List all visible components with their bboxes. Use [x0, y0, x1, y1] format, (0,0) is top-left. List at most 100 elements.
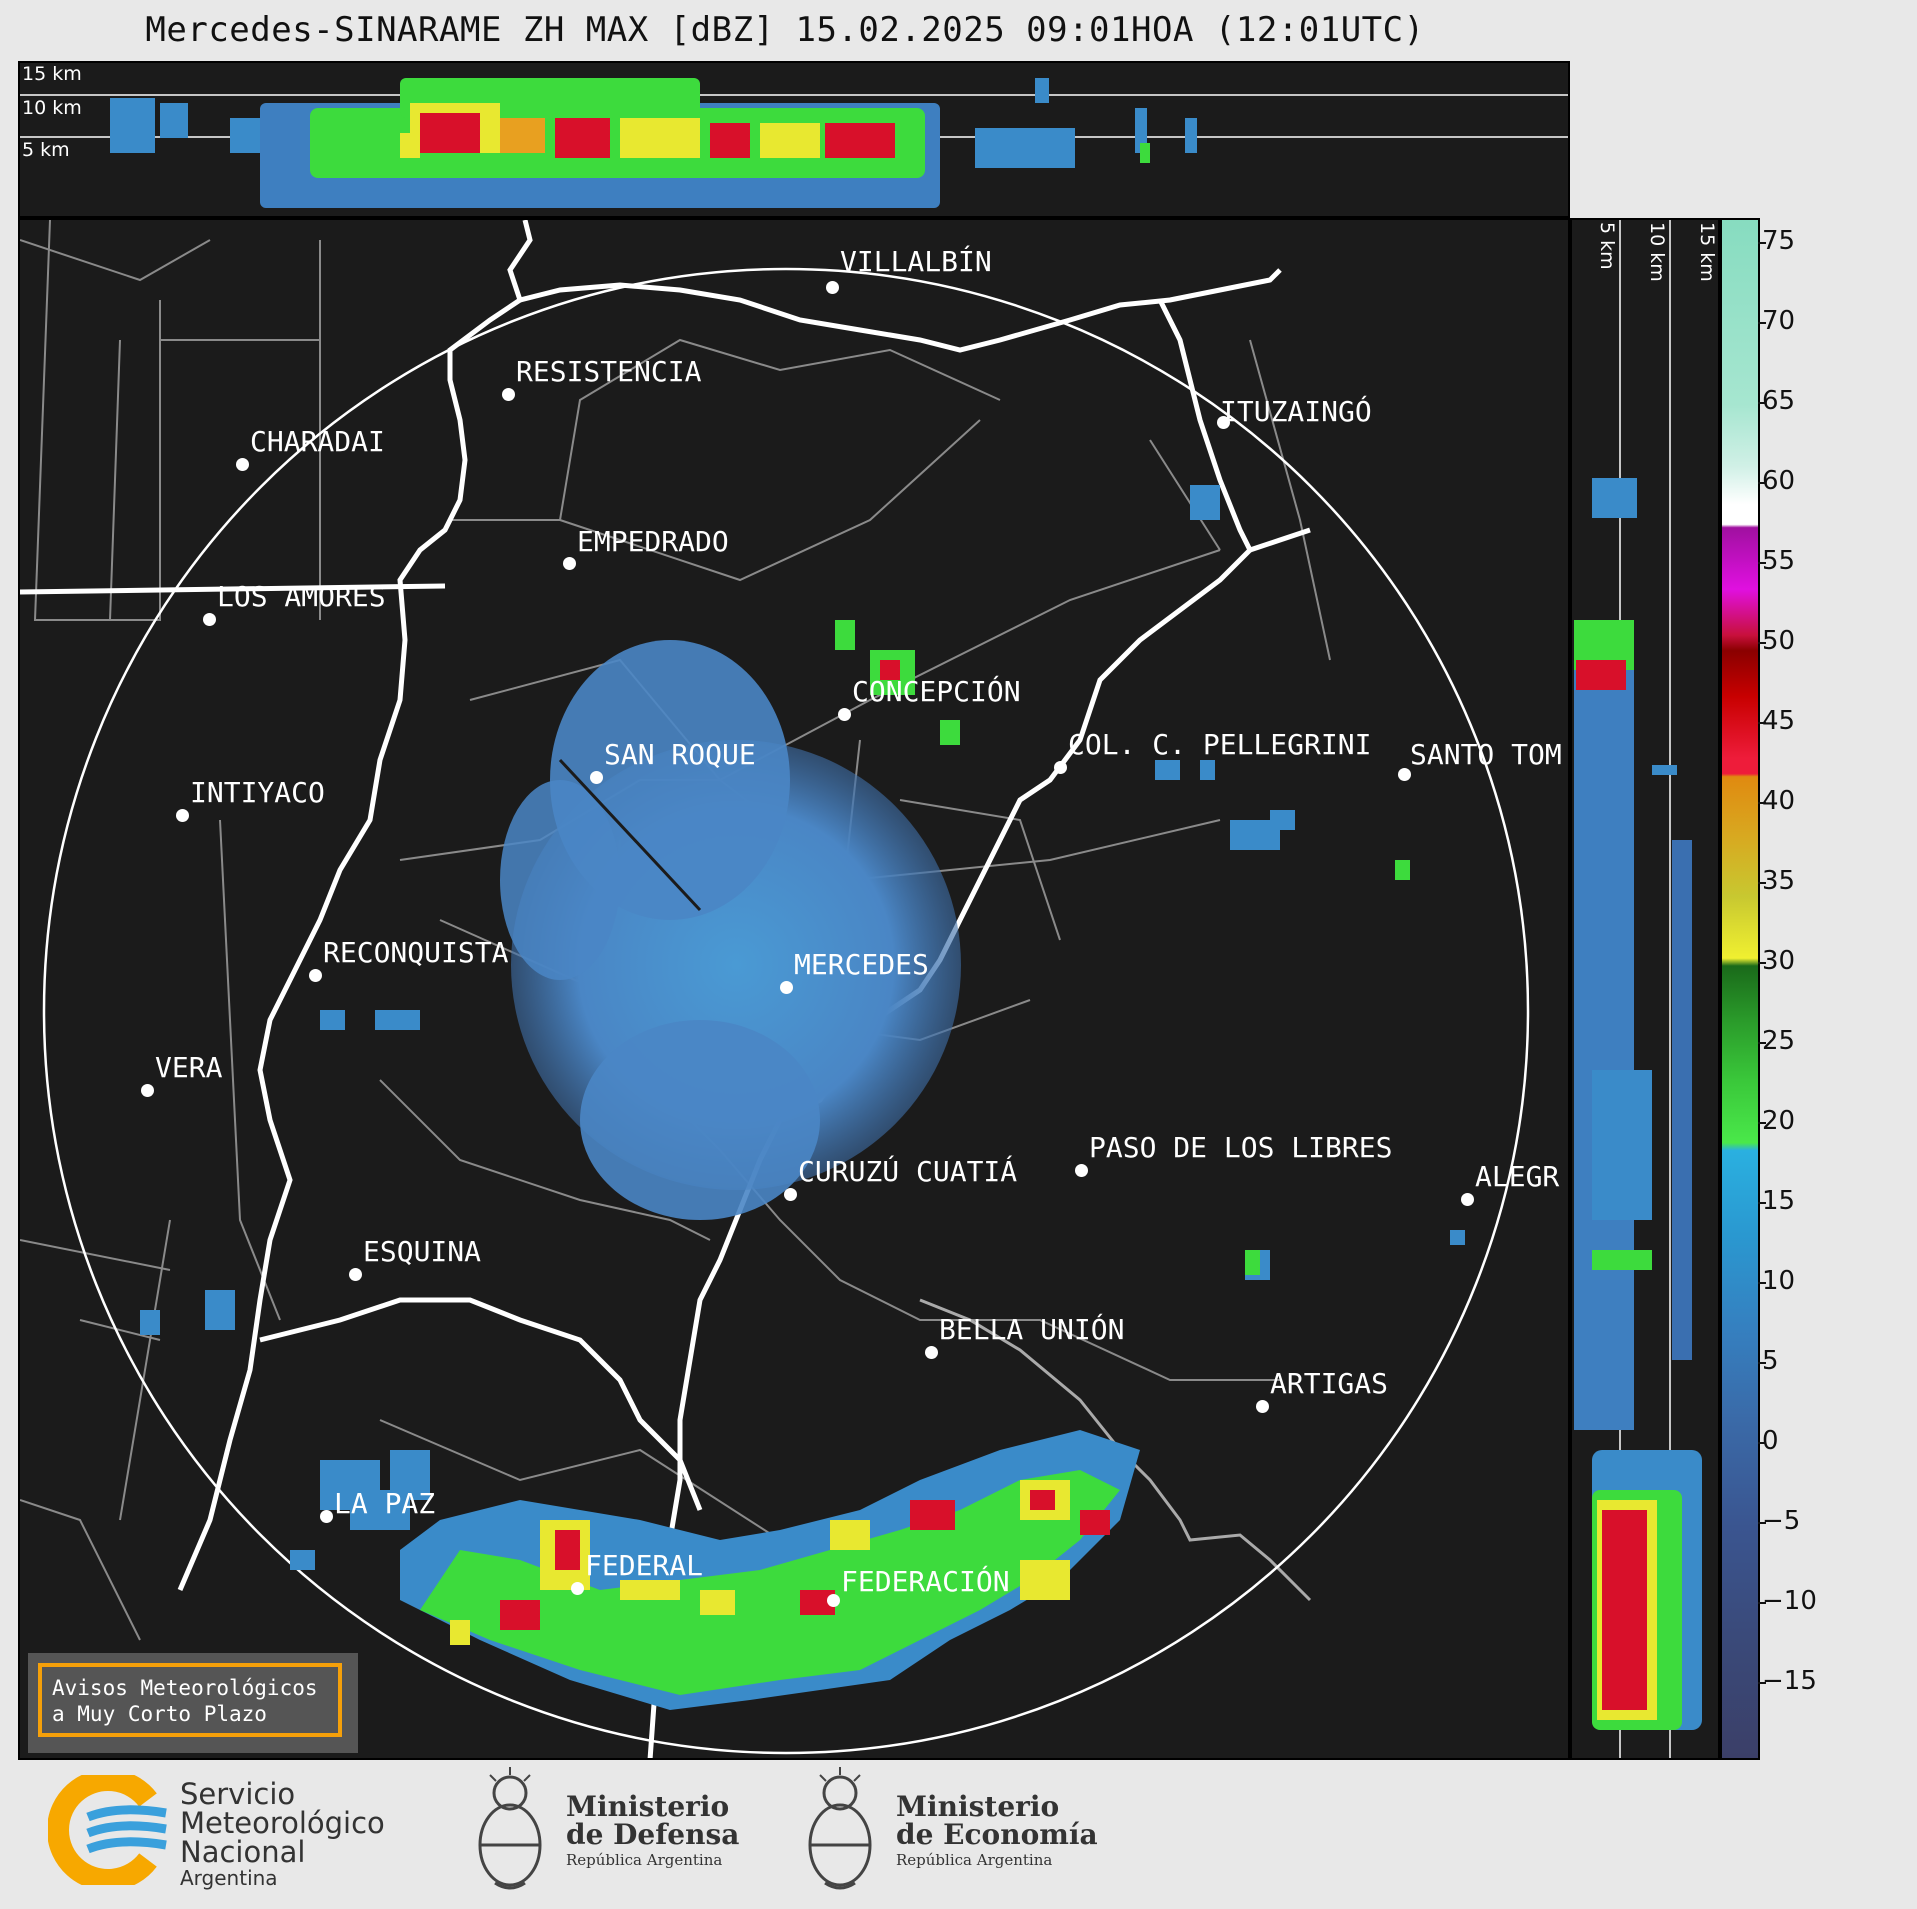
city-label-la-paz: LA PAZ: [334, 1487, 436, 1520]
city-marker-federacion: [827, 1594, 840, 1607]
city-marker-reconquista: [309, 969, 322, 982]
province-border-line: [20, 583, 446, 595]
coat-of-arms-icon: [478, 1767, 542, 1890]
defensa-line-1: Ministerio: [566, 1790, 730, 1823]
colorbar-tick: 20: [1757, 1106, 1796, 1136]
economia-line-2: de Economía: [896, 1818, 1098, 1851]
top-altitude-label-10km: 10 km: [22, 97, 82, 119]
colorbar-tick: 10: [1757, 1266, 1796, 1296]
warning-line-1: Avisos Meteorológicos: [52, 1676, 318, 1700]
dbz-colorbar: [1720, 218, 1760, 1760]
economia-country: República Argentina: [896, 1851, 1053, 1869]
international-border-gray: [919, 1298, 1312, 1602]
city-label-reconquista: RECONQUISTA: [323, 936, 509, 969]
side-altitude-label-15km: 15 km: [1696, 222, 1718, 282]
colorbar-tick: 40: [1757, 786, 1796, 816]
city-marker-la-paz: [320, 1510, 333, 1523]
city-label-charadai: CHARADAI: [250, 425, 385, 458]
convective-cells-north: [835, 620, 1410, 1275]
city-marker-mercedes: [780, 981, 793, 994]
warning-box-inner: Avisos Meteorológicos a Muy Corto Plazo: [38, 1663, 342, 1737]
smn-logo: Servicio Meteorológico Nacional Argentin…: [48, 1775, 408, 1895]
city-marker-resistencia: [502, 388, 515, 401]
range-ring: [42, 267, 1530, 1755]
colorbar-tick: 70: [1757, 306, 1796, 336]
colorbar-tick: −10: [1758, 1586, 1817, 1616]
city-label-vera: VERA: [155, 1051, 223, 1084]
smn-name-line-1: Servicio: [180, 1777, 296, 1811]
colorbar-tick: 25: [1757, 1026, 1796, 1056]
side-cross-section-echoes: [1574, 220, 1702, 1758]
city-label-concepcion: CONCEPCIÓN: [852, 675, 1021, 708]
city-label-los-amores: LOS AMORES: [217, 580, 386, 613]
city-marker-santo-tome: [1398, 768, 1411, 781]
city-label-federal: FEDERAL: [585, 1549, 704, 1582]
side-altitude-label-10km: 10 km: [1646, 222, 1668, 282]
smn-name-line-3: Nacional: [180, 1835, 306, 1869]
city-marker-san-roque: [590, 771, 603, 784]
colorbar-tick: 50: [1757, 626, 1796, 656]
city-label-alegrete: ALEGR: [1475, 1160, 1560, 1193]
warning-line-2: a Muy Corto Plazo: [52, 1702, 267, 1726]
city-marker-vera: [141, 1084, 154, 1097]
city-label-villalbin: VILLALBÍN: [840, 245, 992, 278]
city-label-artigas: ARTIGAS: [1270, 1367, 1389, 1400]
city-marker-curuzu-cuatia: [784, 1188, 797, 1201]
top-altitude-label-15km: 15 km: [22, 63, 82, 85]
top-cross-section-echoes: [20, 78, 1568, 208]
city-label-santo-tome: SANTO TOM: [1410, 738, 1562, 771]
colorbar-gradient: [1722, 220, 1758, 1758]
colorbar-tick: 75: [1757, 226, 1796, 256]
city-label-esquina: ESQUINA: [363, 1235, 482, 1268]
colorbar-tick: 45: [1757, 706, 1796, 736]
top-cross-section-panel: 15 km 10 km 5 km: [18, 61, 1570, 218]
city-marker-col-pellegrini: [1054, 761, 1067, 774]
colorbar-tick: 60: [1757, 466, 1796, 496]
top-altitude-label-5km: 5 km: [22, 139, 70, 161]
colorbar-tick: 30: [1757, 946, 1796, 976]
colorbar-tick: −5: [1757, 1506, 1801, 1536]
city-label-mercedes: MERCEDES: [794, 948, 929, 981]
chart-title: Mercedes-SINARAME ZH MAX [dBZ] 15.02.202…: [145, 10, 1425, 50]
colorbar-tick: 0: [1758, 1426, 1779, 1456]
ministerio-economia-logo: Ministerio de Economía República Argenti…: [800, 1765, 1120, 1895]
economia-line-1: Ministerio: [896, 1790, 1060, 1823]
coat-of-arms-icon: [808, 1767, 872, 1890]
city-marker-los-amores: [203, 613, 216, 626]
city-label-federacion: FEDERACIÓN: [841, 1565, 1010, 1598]
radar-map: VILLALBÍN RESISTENCIA CHARADAI ITUZAINGÓ…: [18, 218, 1570, 1760]
radar-map-layers: [20, 220, 1530, 1758]
city-marker-esquina: [349, 1268, 362, 1281]
city-label-ituzaingo: ITUZAINGÓ: [1220, 395, 1372, 428]
city-label-san-roque: SAN ROQUE: [604, 738, 756, 771]
smn-country: Argentina: [180, 1866, 278, 1890]
city-label-curuzu-cuatia: CURUZÚ CUATIÁ: [798, 1155, 1018, 1188]
city-marker-intiyaco: [176, 809, 189, 822]
defensa-country: República Argentina: [566, 1851, 723, 1869]
city-label-intiyaco: INTIYACO: [190, 776, 325, 809]
city-marker-charadai: [236, 458, 249, 471]
colorbar-tick: −15: [1758, 1666, 1817, 1696]
colorbar-tick: 35: [1757, 866, 1796, 896]
city-label-resistencia: RESISTENCIA: [516, 355, 702, 388]
defensa-line-2: de Defensa: [566, 1818, 740, 1851]
colorbar-tick: 55: [1757, 546, 1796, 576]
weak-echo-field: [500, 640, 961, 1220]
city-marker-federal: [571, 1582, 584, 1595]
colorbar-tick: 15: [1757, 1186, 1796, 1216]
city-marker-ituzaingo: [1217, 416, 1230, 429]
ministerio-defensa-logo: Ministerio de Defensa República Argentin…: [470, 1765, 770, 1895]
warning-box[interactable]: Avisos Meteorológicos a Muy Corto Plazo: [28, 1653, 358, 1753]
side-cross-section-panel: 5 km 10 km 15 km: [1570, 218, 1720, 1760]
scattered-cells: [140, 485, 1465, 1570]
city-label-bella-union: BELLA UNIÓN: [939, 1313, 1125, 1346]
smn-logo-icon: [48, 1775, 167, 1885]
city-marker-bella-union: [925, 1346, 938, 1359]
colorbar-tick: 65: [1757, 386, 1796, 416]
city-marker-artigas: [1256, 1400, 1269, 1413]
southern-squall-line: [400, 1430, 1140, 1710]
city-marker-alegrete: [1461, 1193, 1474, 1206]
city-marker-paso-de-los-libres: [1075, 1164, 1088, 1177]
city-label-empedrado: EMPEDRADO: [577, 525, 729, 558]
city-marker-villalbin: [826, 281, 839, 294]
